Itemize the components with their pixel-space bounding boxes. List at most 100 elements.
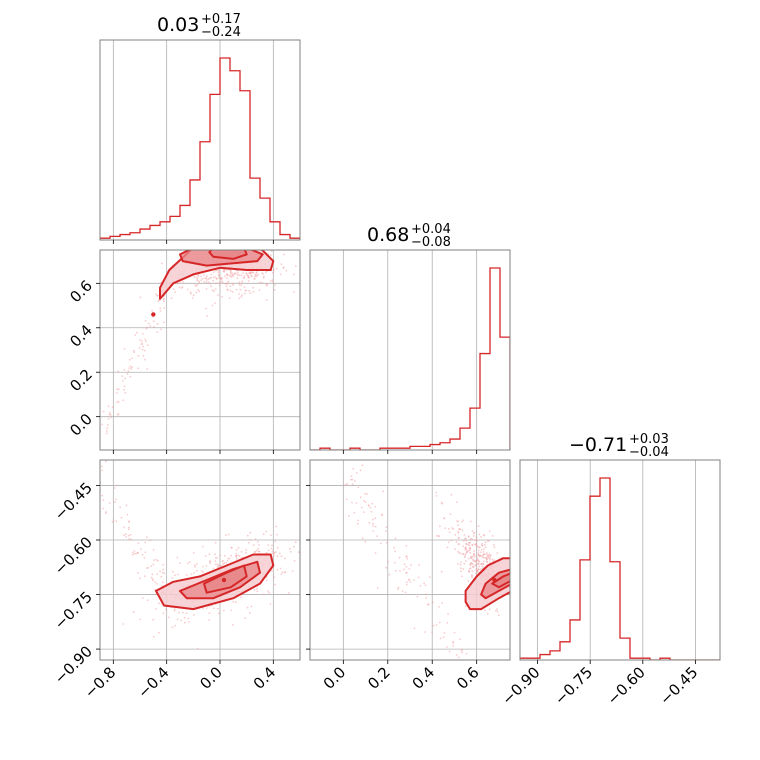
scatter-point [147, 566, 150, 569]
scatter-point [216, 607, 219, 610]
scatter-point [446, 646, 448, 648]
scatter-point [227, 533, 230, 536]
scatter-point [122, 399, 124, 402]
scatter-point [435, 624, 438, 626]
scatter-point [273, 576, 276, 579]
scatter-point [132, 611, 135, 614]
scatter-point [266, 579, 268, 582]
histogram-bin [220, 58, 230, 240]
hist-param-3-xtick-label: −0.90 [498, 663, 543, 708]
scatter-point [353, 512, 356, 514]
scatter-point [190, 573, 193, 575]
scatter-point [172, 288, 175, 291]
scatter-point [228, 297, 231, 300]
histogram-bin [580, 560, 590, 660]
scatter-point [459, 528, 461, 530]
scatter-point [479, 568, 482, 571]
scatter-point [134, 334, 137, 336]
scatter-point [156, 573, 159, 575]
scatter-point [247, 280, 250, 282]
scatter-point [132, 349, 135, 352]
2d-param2-param3-xtick-label: 0.0 [320, 663, 350, 693]
scatter-point [246, 606, 249, 609]
scatter-point [484, 557, 487, 559]
scatter-point [141, 348, 144, 351]
scatter-point [184, 621, 186, 624]
scatter-point [485, 559, 488, 561]
scatter-point [133, 552, 136, 555]
scatter-point [447, 613, 449, 615]
scatter-point [235, 552, 238, 555]
scatter-point [194, 565, 197, 568]
scatter-point [223, 269, 226, 272]
scatter-point [172, 570, 175, 573]
scatter-point [214, 557, 217, 559]
scatter-point [357, 519, 360, 522]
scatter-point [196, 563, 198, 565]
scatter-point [249, 271, 252, 274]
title-upper-error: +0.03 [629, 432, 669, 447]
scatter-point [438, 621, 441, 624]
scatter-point [491, 558, 494, 561]
scatter-point [486, 553, 488, 556]
scatter-point [209, 560, 212, 563]
scatter-point [201, 277, 204, 280]
scatter-point [209, 562, 212, 565]
scatter-point [178, 611, 181, 614]
2d-param1-param3-ytick-label: −0.45 [51, 479, 96, 524]
scatter-point [205, 275, 208, 278]
scatter-point [155, 558, 158, 561]
hist-param-2-bins [310, 267, 510, 450]
scatter-point [473, 553, 476, 556]
scatter-point [102, 507, 105, 510]
scatter-point [477, 525, 480, 527]
scatter-point [226, 274, 229, 277]
scatter-point [256, 590, 259, 593]
scatter-point [270, 534, 272, 536]
scatter-point [272, 271, 274, 274]
scatter-point [117, 388, 120, 391]
scatter-point [265, 552, 268, 554]
scatter-point [224, 275, 226, 278]
scatter-point [471, 530, 474, 532]
scatter-point [495, 609, 497, 612]
scatter-point [176, 618, 179, 620]
scatter-point [374, 517, 377, 520]
scatter-point [229, 289, 232, 292]
scatter-point [473, 555, 476, 558]
scatter-point [137, 551, 140, 554]
scatter-point [255, 549, 258, 552]
scatter-point [444, 527, 447, 530]
scatter-point [485, 552, 488, 554]
scatter-point [143, 556, 146, 559]
title-value: 0.68 [367, 224, 409, 246]
scatter-point [162, 300, 165, 303]
scatter-point [481, 565, 484, 568]
scatter-point [475, 539, 478, 541]
scatter-point [408, 578, 410, 581]
scatter-point [448, 531, 451, 533]
scatter-point [238, 293, 240, 295]
scatter-point [252, 290, 255, 293]
scatter-point [364, 540, 367, 543]
scatter-point [460, 567, 462, 570]
scatter-point [247, 276, 250, 279]
scatter-point [481, 544, 484, 547]
scatter-point [293, 291, 295, 293]
scatter-point [214, 563, 217, 566]
scatter-point [274, 583, 276, 586]
scatter-point [153, 559, 155, 561]
scatter-point [163, 307, 166, 309]
scatter-point [475, 536, 478, 538]
scatter-point [424, 584, 427, 587]
scatter-point [413, 627, 416, 630]
scatter-point [484, 543, 486, 546]
2d-param1-param3-ytick-label: −0.75 [51, 588, 96, 633]
scatter-point [462, 553, 465, 555]
scatter-point [213, 290, 215, 293]
scatter-point [456, 520, 458, 522]
scatter-point [356, 522, 359, 525]
scatter-point [448, 527, 450, 530]
scatter-point [120, 516, 123, 519]
scatter-point [476, 570, 479, 572]
